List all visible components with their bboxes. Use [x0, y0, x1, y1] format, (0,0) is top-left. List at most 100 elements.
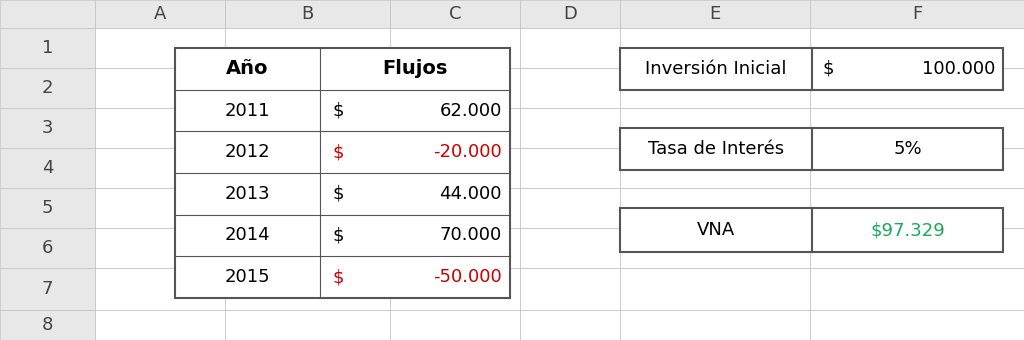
Bar — [390, 188, 520, 228]
Text: -20.000: -20.000 — [433, 143, 502, 161]
Bar — [95, 108, 225, 148]
Text: A: A — [154, 5, 166, 23]
Text: VNA: VNA — [697, 221, 735, 239]
Bar — [620, 108, 810, 148]
Text: 1: 1 — [42, 39, 53, 57]
Text: Flujos: Flujos — [382, 59, 447, 78]
Bar — [810, 148, 1024, 188]
Text: 4: 4 — [42, 159, 53, 177]
Bar — [810, 0, 1024, 28]
Bar — [620, 310, 810, 340]
Bar — [620, 68, 810, 108]
Bar — [390, 68, 520, 108]
Bar — [225, 310, 390, 340]
Text: C: C — [449, 5, 461, 23]
Bar — [620, 0, 810, 28]
Text: 2011: 2011 — [224, 102, 270, 119]
Bar — [390, 148, 520, 188]
Bar — [225, 228, 390, 268]
Bar — [0, 228, 95, 268]
Bar — [620, 28, 810, 68]
Bar — [95, 148, 225, 188]
Text: 7: 7 — [42, 280, 53, 298]
Bar — [620, 48, 1002, 90]
Bar — [225, 188, 390, 228]
Text: 5%: 5% — [893, 140, 922, 158]
Text: -50.000: -50.000 — [433, 268, 502, 286]
Bar — [390, 28, 520, 68]
Bar — [810, 310, 1024, 340]
Bar — [520, 28, 620, 68]
Bar — [520, 68, 620, 108]
Bar — [620, 128, 1002, 170]
Bar — [225, 148, 390, 188]
Bar — [0, 148, 95, 188]
Bar — [520, 148, 620, 188]
Text: Tasa de Interés: Tasa de Interés — [648, 140, 784, 158]
Text: 8: 8 — [42, 316, 53, 334]
Text: $: $ — [332, 185, 343, 203]
Text: D: D — [563, 5, 577, 23]
Bar — [620, 188, 810, 228]
Bar — [520, 0, 620, 28]
Bar — [620, 128, 1002, 170]
Text: $: $ — [332, 143, 343, 161]
Bar — [95, 310, 225, 340]
Text: $: $ — [332, 268, 343, 286]
Text: Inversión Inicial: Inversión Inicial — [645, 60, 786, 78]
Bar — [225, 268, 390, 310]
Text: 70.000: 70.000 — [439, 226, 502, 244]
Bar — [390, 268, 520, 310]
Text: $: $ — [332, 102, 343, 119]
Bar — [810, 28, 1024, 68]
Bar — [390, 228, 520, 268]
Text: 44.000: 44.000 — [439, 185, 502, 203]
Bar — [810, 228, 1024, 268]
Bar — [390, 310, 520, 340]
Text: 5: 5 — [42, 199, 53, 217]
Text: F: F — [912, 5, 923, 23]
Text: $: $ — [332, 226, 343, 244]
Text: 3: 3 — [42, 119, 53, 137]
Bar — [0, 310, 95, 340]
Bar — [0, 268, 95, 310]
Bar — [95, 0, 225, 28]
Text: 62.000: 62.000 — [439, 102, 502, 119]
Bar — [0, 0, 95, 28]
Bar — [0, 28, 95, 68]
Bar — [620, 268, 810, 310]
Bar — [95, 28, 225, 68]
Text: 100.000: 100.000 — [922, 60, 995, 78]
Bar — [0, 108, 95, 148]
Text: 2013: 2013 — [224, 185, 270, 203]
Bar — [95, 228, 225, 268]
Bar — [95, 188, 225, 228]
Bar — [225, 28, 390, 68]
Bar — [95, 68, 225, 108]
Bar — [520, 228, 620, 268]
Text: 2015: 2015 — [224, 268, 270, 286]
Bar — [225, 0, 390, 28]
Text: $97.329: $97.329 — [870, 221, 945, 239]
Bar — [175, 48, 510, 298]
Text: B: B — [301, 5, 313, 23]
Bar — [620, 208, 1002, 252]
Bar — [95, 268, 225, 310]
Bar — [390, 0, 520, 28]
Text: E: E — [710, 5, 721, 23]
Bar — [225, 68, 390, 108]
Bar — [520, 108, 620, 148]
Text: Año: Año — [226, 59, 268, 78]
Text: 6: 6 — [42, 239, 53, 257]
Bar — [810, 188, 1024, 228]
Bar — [620, 208, 1002, 252]
Bar — [520, 268, 620, 310]
Bar — [810, 68, 1024, 108]
Text: 2: 2 — [42, 79, 53, 97]
Bar — [620, 228, 810, 268]
Bar — [520, 188, 620, 228]
Bar — [0, 68, 95, 108]
Bar — [390, 108, 520, 148]
Bar — [810, 268, 1024, 310]
Text: 2012: 2012 — [224, 143, 270, 161]
